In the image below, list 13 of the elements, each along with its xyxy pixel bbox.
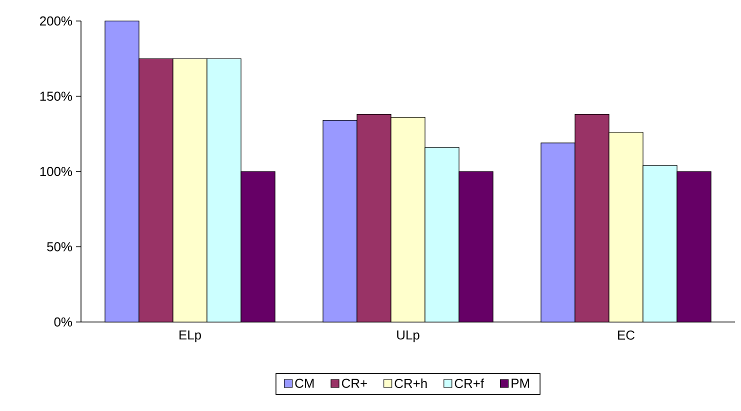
- legend-label: CR+f: [454, 378, 484, 388]
- legend-label: CR+: [342, 378, 367, 388]
- x-tick-label: ELp: [180, 330, 201, 342]
- x-tick-label: EC: [618, 330, 635, 340]
- y-tick-label: 200%: [40, 16, 72, 26]
- legend-label: CR+h: [394, 378, 427, 388]
- y-tick-label: 50%: [47, 242, 72, 252]
- y-tick-label: 150%: [40, 92, 72, 101]
- y-tick-label: 100%: [40, 166, 72, 176]
- x-tick-label: ULp: [397, 330, 420, 342]
- y-tick-label: 0%: [54, 317, 72, 327]
- legend-label: CM: [295, 378, 314, 388]
- legend-label: PM: [512, 378, 530, 388]
